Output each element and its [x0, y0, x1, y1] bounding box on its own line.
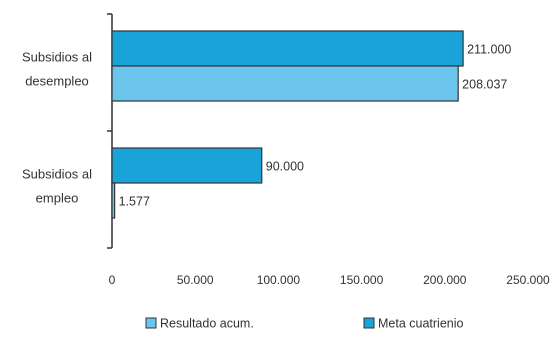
bar — [111, 30, 464, 67]
data-labels: 211.000 90.000 208.037 1.577 — [119, 43, 512, 209]
category-label: empleo — [36, 191, 79, 206]
x-tick-label: 0 — [109, 273, 116, 287]
data-label: 90.000 — [266, 160, 304, 174]
x-tick-label: 50.000 — [177, 273, 214, 287]
x-axis: 0 50.000 100.000 150.000 200.000 250.000 — [109, 273, 550, 287]
data-label: 211.000 — [467, 43, 511, 57]
x-tick-label: 200.000 — [423, 273, 467, 287]
legend-swatch — [363, 317, 375, 329]
x-tick-label: 250.000 — [506, 273, 550, 287]
legend: Resultado acum. Meta cuatrienio — [145, 317, 464, 331]
category-label: desempleo — [25, 74, 89, 89]
bar — [111, 65, 459, 102]
x-tick-label: 100.000 — [257, 273, 301, 287]
bar — [111, 147, 263, 184]
category-label: Subsidios al — [22, 167, 92, 182]
bar — [111, 182, 116, 219]
legend-label: Resultado acum. — [160, 317, 254, 331]
x-tick-label: 150.000 — [340, 273, 384, 287]
bars — [111, 30, 464, 219]
legend-swatch — [145, 317, 157, 329]
data-label: 208.037 — [462, 78, 507, 92]
legend-label: Meta cuatrienio — [378, 317, 464, 331]
data-label: 1.577 — [119, 195, 150, 209]
category-label: Subsidios al — [22, 50, 92, 65]
y-axis: Subsidios al desempleo Subsidios al empleo — [22, 13, 113, 249]
